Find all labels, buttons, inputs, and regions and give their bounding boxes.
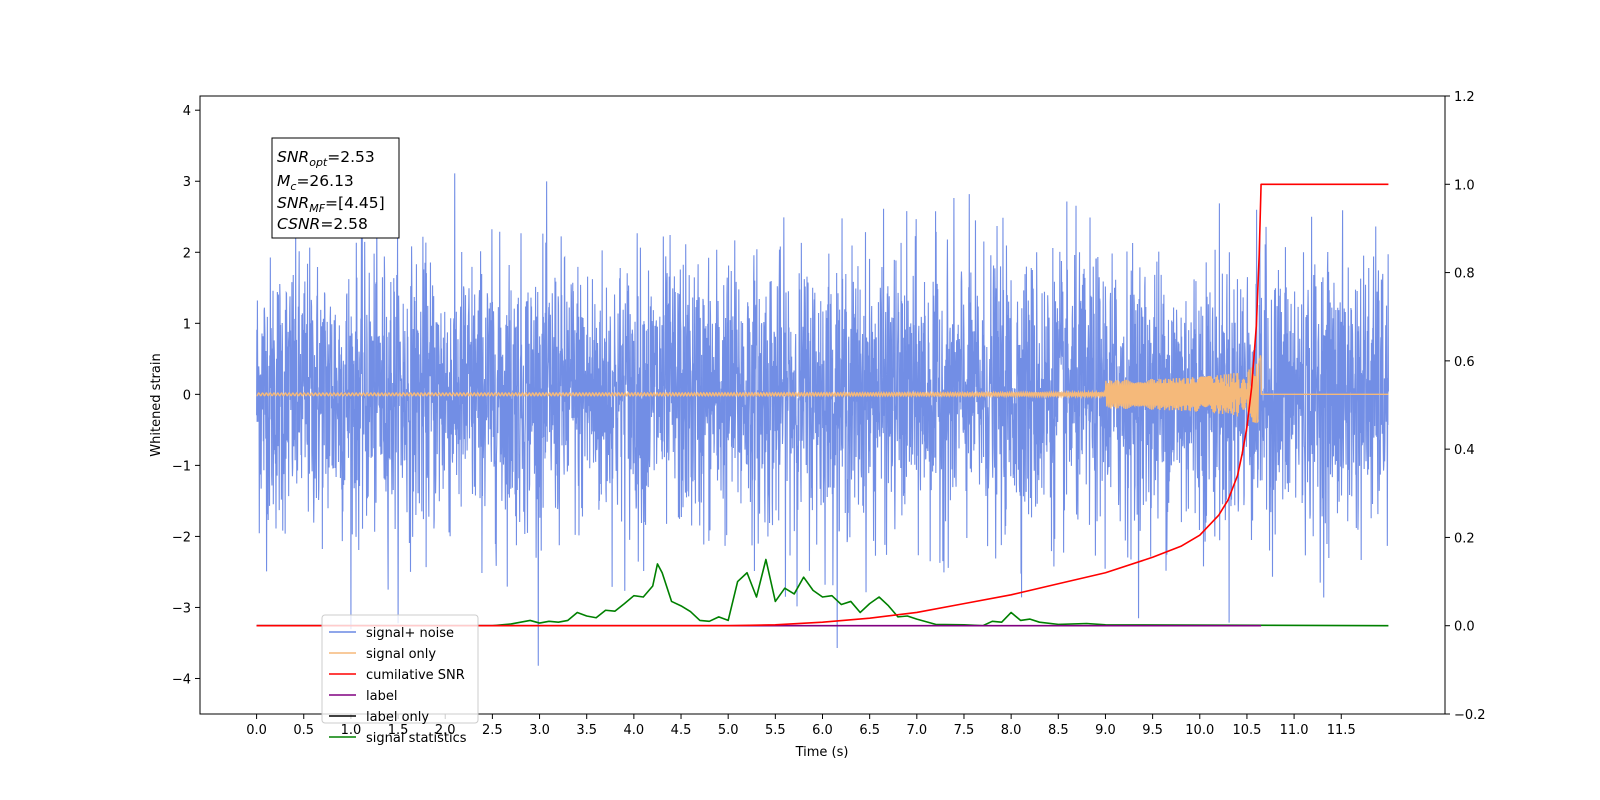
x-tick-label: 2.0 bbox=[435, 723, 456, 738]
x-tick-label: 11.5 bbox=[1327, 723, 1356, 738]
y-right-tick-label: 0.6 bbox=[1454, 355, 1475, 370]
x-tick-label: 1.5 bbox=[388, 723, 409, 738]
series-signal-noise-line bbox=[256, 173, 1389, 666]
x-tick-label: 7.0 bbox=[906, 723, 927, 738]
y-left-tick-label: 3 bbox=[183, 175, 191, 190]
y-left-tick-label: 4 bbox=[183, 104, 191, 119]
y-left-tick-label: −3 bbox=[172, 601, 191, 616]
series-signal-statistics-line bbox=[256, 558, 1389, 627]
x-tick-label: 9.5 bbox=[1142, 723, 1163, 738]
legend-label: signal only bbox=[366, 647, 436, 662]
annotation-mc: Mc=26.13 bbox=[277, 172, 354, 193]
y-right-tick-label: −0.2 bbox=[1454, 708, 1486, 723]
y-left-tick-label: 0 bbox=[183, 388, 191, 403]
x-axis-label: Time (s) bbox=[795, 745, 849, 760]
annotation-snr-mf: SNRMF=[4.45] bbox=[277, 194, 385, 215]
x-tick-label: 4.5 bbox=[671, 723, 692, 738]
y-left-tick-label: −4 bbox=[172, 672, 191, 687]
annotation-csnr: CSNR=2.58 bbox=[277, 215, 368, 233]
y-right-axis-ticks: −0.2 0.0 0.2 0.4 0.6 0.8 1.0 1.2 bbox=[1445, 90, 1486, 723]
y-left-tick-label: 2 bbox=[183, 246, 191, 261]
x-axis-ticks: 0.0 0.5 1.0 1.5 2.0 2.5 3.0 3.5 4.0 4.5 5.0 5.5 6.0 6… bbox=[246, 714, 1356, 738]
x-tick-label: 4.0 bbox=[624, 723, 645, 738]
x-tick-label: 10.0 bbox=[1185, 723, 1214, 738]
legend: signal+ noise signal only cumilative SNR la… bbox=[321, 614, 479, 746]
legend-label: label only bbox=[366, 710, 429, 725]
x-tick-label: 6.0 bbox=[812, 723, 833, 738]
stats-annotation: SNRopt=2.53 Mc=26.13 SNRMF=[4.45] CSNR=2… bbox=[271, 137, 400, 239]
legend-label: cumilative SNR bbox=[366, 668, 465, 683]
y-left-axis-ticks: −4 −3 −2 −1 0 1 2 3 4 bbox=[172, 104, 200, 687]
legend-label: signal+ noise bbox=[366, 626, 454, 641]
x-tick-label: 0.0 bbox=[246, 723, 267, 738]
y-right-tick-label: 0.4 bbox=[1454, 443, 1475, 458]
x-tick-label: 2.5 bbox=[482, 723, 503, 738]
x-tick-label: 6.5 bbox=[859, 723, 880, 738]
y-axis-label: Whitened strain bbox=[149, 353, 164, 456]
annotation-box bbox=[271, 137, 400, 239]
x-tick-label: 7.5 bbox=[954, 723, 975, 738]
y-left-tick-label: −1 bbox=[172, 459, 191, 474]
x-tick-label: 3.0 bbox=[529, 723, 550, 738]
series-signal-only-line bbox=[256, 355, 1389, 424]
y-right-tick-label: 1.0 bbox=[1454, 178, 1475, 193]
x-tick-label: 3.5 bbox=[576, 723, 597, 738]
y-right-tick-label: 0.2 bbox=[1454, 531, 1475, 546]
legend-label: signal statistics bbox=[366, 731, 467, 746]
y-right-tick-label: 1.2 bbox=[1454, 90, 1475, 105]
x-tick-label: 8.0 bbox=[1001, 723, 1022, 738]
series-cumulative-snr-line bbox=[256, 183, 1389, 627]
x-tick-label: 8.5 bbox=[1048, 723, 1069, 738]
x-tick-label: 9.0 bbox=[1095, 723, 1116, 738]
annotation-snr-opt: SNRopt=2.53 bbox=[277, 148, 375, 169]
x-tick-label: 0.5 bbox=[293, 723, 314, 738]
x-tick-label: 5.0 bbox=[718, 723, 739, 738]
legend-box bbox=[321, 614, 479, 724]
y-left-tick-label: −2 bbox=[172, 530, 191, 545]
y-right-tick-label: 0.0 bbox=[1454, 620, 1475, 635]
legend-label: label bbox=[366, 689, 397, 704]
x-tick-label: 11.0 bbox=[1280, 723, 1309, 738]
y-right-tick-label: 0.8 bbox=[1454, 267, 1475, 282]
x-tick-label: 5.5 bbox=[765, 723, 786, 738]
x-tick-label: 1.0 bbox=[341, 723, 362, 738]
x-tick-label: 10.5 bbox=[1232, 723, 1261, 738]
y-left-tick-label: 1 bbox=[183, 317, 191, 332]
